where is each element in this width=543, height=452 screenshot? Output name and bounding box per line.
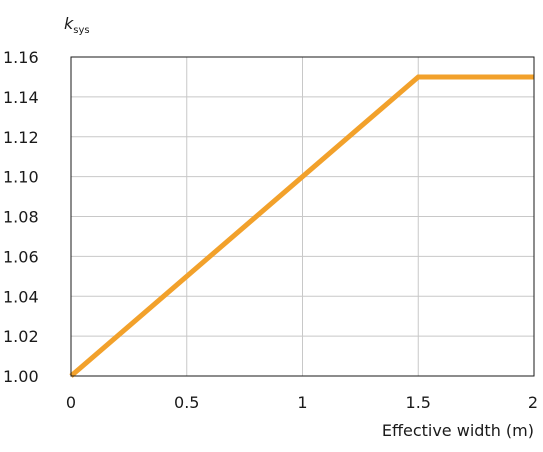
x-tick-label: 1.5 (406, 393, 431, 412)
x-tick-labels: 0 0.5 1 1.5 2 (66, 393, 538, 412)
y-tick-label: 1.00 (3, 367, 39, 386)
y-tick-labels: 1.00 1.02 1.04 1.06 1.08 1.10 1.12 1.14 1.16 (3, 48, 39, 386)
x-axis-title: Effective width (m) (382, 421, 534, 440)
y-tick-label: 1.14 (3, 88, 39, 107)
grid-layer (71, 57, 534, 376)
y-tick-label: 1.12 (3, 128, 39, 147)
y-tick-label: 1.02 (3, 327, 39, 346)
y-tick-label: 1.04 (3, 287, 39, 306)
y-tick-label: 1.16 (3, 48, 39, 67)
x-tick-label: 1 (297, 393, 307, 412)
x-tick-label: 0.5 (174, 393, 199, 412)
y-axis-title: ksys (64, 14, 90, 36)
x-tick-label: 0 (66, 393, 76, 412)
y-tick-label: 1.06 (3, 247, 39, 266)
y-axis-subscript: sys (73, 25, 89, 36)
x-tick-label: 2 (528, 393, 538, 412)
y-tick-label: 1.10 (3, 168, 39, 187)
y-tick-label: 1.08 (3, 208, 39, 227)
